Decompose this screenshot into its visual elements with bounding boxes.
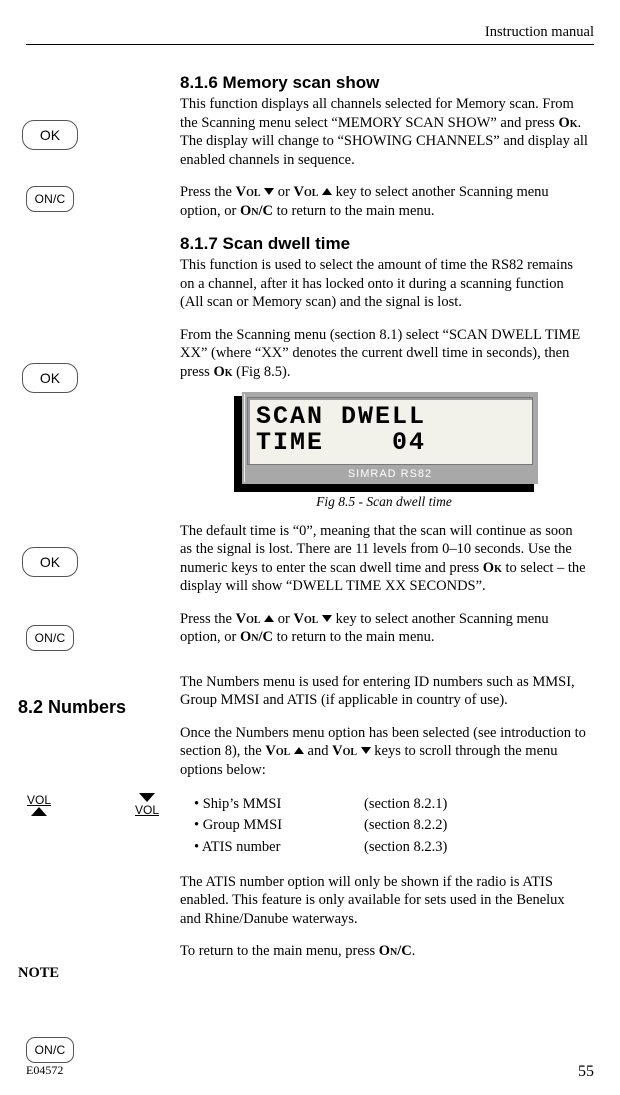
figure-caption: Fig 8.5 - Scan dwell time: [180, 494, 588, 510]
p-82-note: The ATIS number option will only be show…: [180, 873, 588, 929]
p-82-2: Once the Numbers menu option has been se…: [180, 724, 588, 780]
p-817-3: The default time is “0”, meaning that th…: [180, 522, 588, 596]
menu-list: • Ship’s MMSI (section 8.2.1) • Group MM…: [194, 794, 588, 859]
menu-item-1: • Ship’s MMSI (section 8.2.1): [194, 794, 588, 816]
ok-button-icon-3: OK: [22, 547, 78, 577]
menu-item-3: • ATIS number (section 8.2.3): [194, 837, 588, 859]
ok-button-icon-2: OK: [22, 363, 78, 393]
heading-816: 8.1.6 Memory scan show: [180, 73, 588, 93]
vol-up-button-icon: VOL: [18, 793, 60, 817]
p-817-2: From the Scanning menu (section 8.1) sel…: [180, 326, 588, 382]
p-817-1: This function is used to select the amou…: [180, 256, 588, 312]
page-number: 55: [578, 1063, 594, 1081]
device-figure: SCAN DWELL TIME 04 SIMRAD RS82: [234, 396, 534, 492]
onc-button-icon-3: ON/C: [26, 1037, 74, 1063]
footer-code: E04572: [26, 1063, 63, 1081]
lcd-line-1: SCAN DWELL: [256, 404, 524, 430]
p-82-3: To return to the main menu, press On/C.: [180, 942, 588, 961]
vol-down-button-icon: VOL: [126, 793, 168, 817]
note-label: NOTE: [18, 965, 59, 982]
menu-item-2: • Group MMSI (section 8.2.2): [194, 815, 588, 837]
onc-button-icon-1: ON/C: [26, 186, 74, 212]
heading-82: 8.2 Numbers: [18, 697, 126, 718]
p-816-1: This function displays all channels sele…: [180, 95, 588, 169]
running-header: Instruction manual: [26, 24, 594, 45]
heading-817: 8.1.7 Scan dwell time: [180, 234, 588, 254]
lcd-line-2: TIME 04: [256, 430, 524, 456]
p-816-2: Press the Vol or Vol key to select anoth…: [180, 183, 588, 220]
device-brand: SIMRAD RS82: [247, 465, 533, 480]
onc-button-icon-2: ON/C: [26, 625, 74, 651]
ok-button-icon-1: OK: [22, 120, 78, 150]
p-82-1: The Numbers menu is used for entering ID…: [180, 673, 588, 710]
p-817-4: Press the Vol or Vol key to select anoth…: [180, 610, 588, 647]
